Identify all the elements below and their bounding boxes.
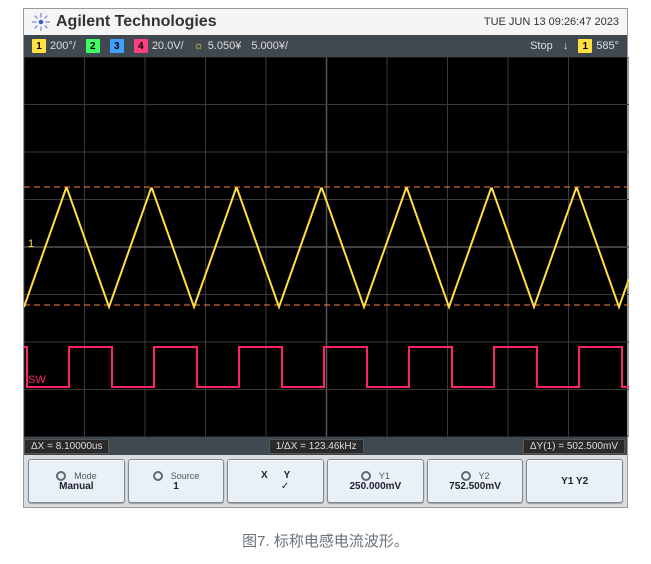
delta-y: ΔY(1) = 502.500mV: [523, 439, 625, 454]
svg-text:SW: SW: [28, 374, 46, 386]
knob-icon: [153, 471, 163, 481]
info-bar: 1200°/ 2 3 420.0V/ ☼5.050¥ 5.000¥/ Stop …: [24, 35, 627, 57]
figure-caption: 图7. 标称电感电流波形。: [242, 530, 409, 551]
softkey-y2[interactable]: Y2 752.500mV: [427, 459, 524, 503]
check-icon: ✓: [281, 481, 289, 492]
brand-icon: [32, 13, 50, 31]
softkey-y1[interactable]: Y1 250.000mV: [327, 459, 424, 503]
brightness-val: 5.050¥: [208, 40, 242, 52]
oscilloscope-window: Agilent Technologies TUE JUN 13 09:26:47…: [23, 8, 628, 508]
softkey-xy[interactable]: XY ✓: [227, 459, 324, 503]
knob-icon: [361, 471, 371, 481]
brightness-icon: ☼: [194, 40, 204, 52]
ch2-badge: 2: [86, 39, 100, 53]
scope-svg: 1 SW: [24, 57, 629, 437]
measurement-bar: ΔX = 8.10000us 1/ΔX = 123.46kHz ΔY(1) = …: [24, 437, 627, 455]
ch4-badge: 4: [134, 39, 148, 53]
datetime: TUE JUN 13 09:26:47 2023: [484, 16, 619, 28]
timebase: 5.000¥/: [251, 40, 288, 52]
softkey-bar: Mode Manual Source 1 XY ✓ Y1 250.000mV Y…: [24, 455, 627, 507]
softkey-y1y2[interactable]: Y1 Y2: [526, 459, 623, 503]
waveform-display: 1 SW: [24, 57, 627, 437]
header: Agilent Technologies TUE JUN 13 09:26:47…: [24, 9, 627, 35]
run-state: Stop: [530, 40, 553, 52]
ch3-badge: 3: [110, 39, 124, 53]
knob-icon: [461, 471, 471, 481]
ch1-badge: 1: [32, 39, 46, 53]
ch1-scale: 200°/: [50, 40, 76, 52]
svg-text:1: 1: [28, 238, 34, 250]
softkey-source[interactable]: Source 1: [128, 459, 225, 503]
freq: 1/ΔX = 123.46kHz: [269, 439, 364, 454]
knob-icon: [56, 471, 66, 481]
softkey-mode[interactable]: Mode Manual: [28, 459, 125, 503]
delta-x: ΔX = 8.10000us: [24, 439, 109, 454]
brand-text: Agilent Technologies: [56, 13, 217, 31]
brand: Agilent Technologies: [32, 13, 217, 31]
trig-ch-badge: 1: [578, 39, 592, 53]
trig-edge: ↓: [563, 40, 569, 52]
ch4-scale: 20.0V/: [152, 40, 184, 52]
trig-level: 585°: [596, 40, 619, 52]
